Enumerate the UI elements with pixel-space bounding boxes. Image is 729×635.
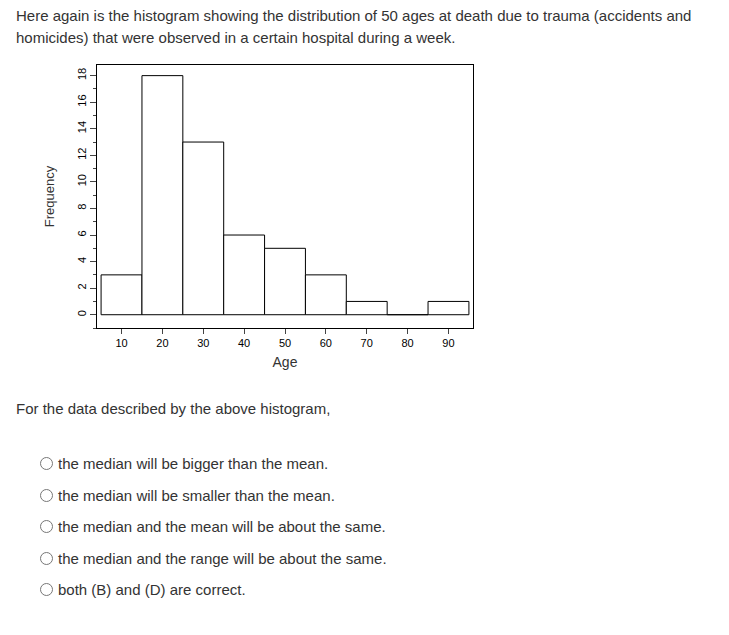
svg-text:12: 12 bbox=[76, 148, 88, 160]
svg-text:30: 30 bbox=[197, 337, 209, 349]
html-text:both (B) and (D) are correct.: both (B) and (D) are correct. bbox=[58, 581, 246, 598]
svg-text:70: 70 bbox=[361, 337, 373, 349]
svg-text:0: 0 bbox=[76, 310, 88, 316]
svg-text:Frequency: Frequency bbox=[42, 165, 57, 227]
html-text:For the data described by the: For the data described by the above hist… bbox=[16, 400, 331, 417]
svg-text:90: 90 bbox=[442, 337, 454, 349]
svg-text:4: 4 bbox=[76, 257, 88, 263]
svg-text:60: 60 bbox=[320, 337, 332, 349]
svg-text:16: 16 bbox=[76, 94, 88, 106]
svg-text:6: 6 bbox=[76, 230, 88, 236]
svg-text:10: 10 bbox=[76, 174, 88, 186]
svg-text:10: 10 bbox=[115, 337, 127, 349]
svg-text:14: 14 bbox=[76, 121, 88, 133]
html-text:Here again is the histogram sh: Here again is the histogram showing the … bbox=[16, 7, 692, 46]
html-text:the median and the mean will b: the median and the mean will be about th… bbox=[58, 518, 386, 535]
html-text:the median will be bigger than: the median will be bigger than the mean. bbox=[58, 455, 329, 472]
svg-text:20: 20 bbox=[156, 337, 168, 349]
html-text:the median and the range will: the median and the range will be about t… bbox=[58, 549, 387, 567]
svg-text:40: 40 bbox=[238, 337, 250, 349]
svg-text:8: 8 bbox=[76, 204, 88, 210]
svg-text:Age: Age bbox=[273, 354, 298, 370]
html-text:the median will be smaller tha: the median will be smaller than the mean… bbox=[58, 486, 335, 504]
svg-text:2: 2 bbox=[76, 283, 88, 289]
svg-text:80: 80 bbox=[401, 337, 413, 349]
svg-text:18: 18 bbox=[76, 68, 88, 80]
svg-text:50: 50 bbox=[279, 337, 291, 349]
